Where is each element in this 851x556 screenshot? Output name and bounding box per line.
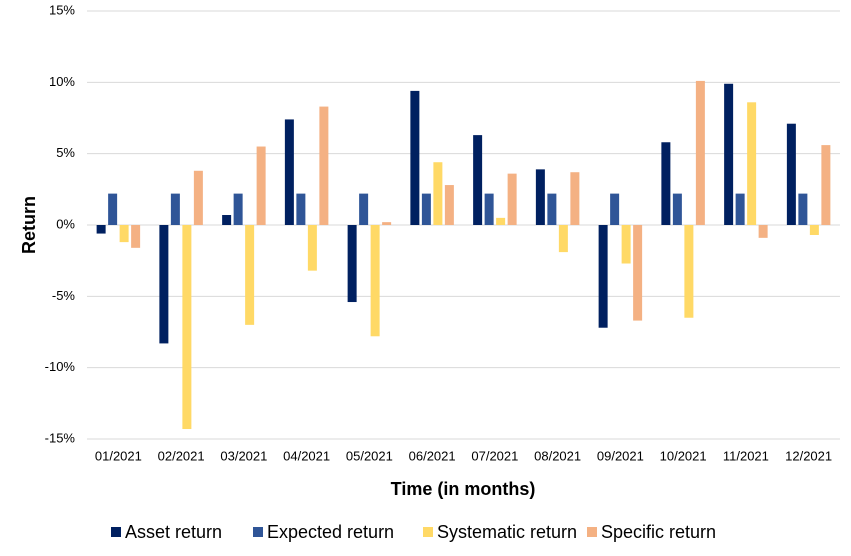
bar — [598, 225, 608, 328]
bar — [433, 162, 443, 225]
bar — [370, 225, 380, 337]
x-tick-label: 11/2021 — [723, 448, 769, 463]
legend-label: Systematic return — [437, 522, 577, 542]
legend-swatch — [423, 527, 433, 537]
y-tick-label: -5% — [52, 288, 76, 303]
bar — [695, 80, 705, 225]
x-tick-label: 12/2021 — [785, 448, 832, 463]
bar — [758, 225, 768, 238]
bar — [621, 225, 631, 264]
y-tick-label: 5% — [56, 145, 75, 160]
bar — [809, 225, 819, 235]
bar — [672, 193, 682, 225]
bar — [570, 172, 580, 225]
y-tick-label: -15% — [45, 430, 76, 445]
x-tick-label: 06/2021 — [409, 448, 456, 463]
bar — [256, 146, 266, 225]
x-tick-label: 03/2021 — [220, 448, 267, 463]
x-tick-label: 07/2021 — [471, 448, 518, 463]
bar — [496, 217, 506, 225]
y-tick-label: 0% — [56, 216, 75, 231]
bar — [610, 193, 620, 225]
x-axis-title: Time (in months) — [391, 479, 536, 499]
bar — [319, 106, 329, 225]
bar — [558, 225, 568, 253]
y-tick-label: 15% — [49, 2, 75, 17]
bar — [444, 185, 454, 225]
bar — [821, 145, 831, 225]
bar — [359, 193, 369, 225]
bar — [170, 193, 180, 225]
bar — [724, 83, 734, 225]
bar — [296, 193, 306, 225]
x-tick-label: 08/2021 — [534, 448, 581, 463]
bar — [96, 225, 106, 234]
x-tick-label: 10/2021 — [660, 448, 707, 463]
bar — [182, 225, 192, 430]
x-tick-label: 04/2021 — [283, 448, 330, 463]
bar — [735, 193, 745, 225]
legend-swatch — [253, 527, 263, 537]
bar — [786, 123, 796, 225]
bar — [684, 225, 694, 318]
legend-swatch — [587, 527, 597, 537]
bar — [410, 90, 420, 225]
y-tick-label: 10% — [49, 74, 75, 89]
bar — [119, 225, 129, 243]
bar — [347, 225, 357, 303]
x-tick-label: 05/2021 — [346, 448, 393, 463]
legend-label: Specific return — [601, 522, 716, 542]
bar — [535, 169, 545, 225]
bar — [222, 215, 232, 225]
y-tick-label: -10% — [45, 359, 76, 374]
bar — [747, 102, 757, 225]
bar — [245, 225, 255, 325]
legend-label: Expected return — [267, 522, 394, 542]
bar — [421, 193, 431, 225]
bar — [547, 193, 557, 225]
bar — [382, 222, 392, 225]
legend-swatch — [111, 527, 121, 537]
bar — [484, 193, 494, 225]
bar — [633, 225, 643, 321]
bar — [193, 170, 203, 225]
bar — [233, 193, 243, 225]
x-tick-label: 01/2021 — [95, 448, 142, 463]
x-tick-label: 02/2021 — [158, 448, 205, 463]
bar — [108, 193, 118, 225]
legend-label: Asset return — [125, 522, 222, 542]
y-axis-title: Return — [19, 196, 39, 254]
bar — [473, 135, 483, 225]
bar — [131, 225, 141, 248]
bar — [661, 142, 671, 225]
bar — [159, 225, 169, 344]
bar — [507, 173, 517, 225]
bar — [798, 193, 808, 225]
x-tick-label: 09/2021 — [597, 448, 644, 463]
bar — [307, 225, 317, 271]
bar — [284, 119, 294, 225]
